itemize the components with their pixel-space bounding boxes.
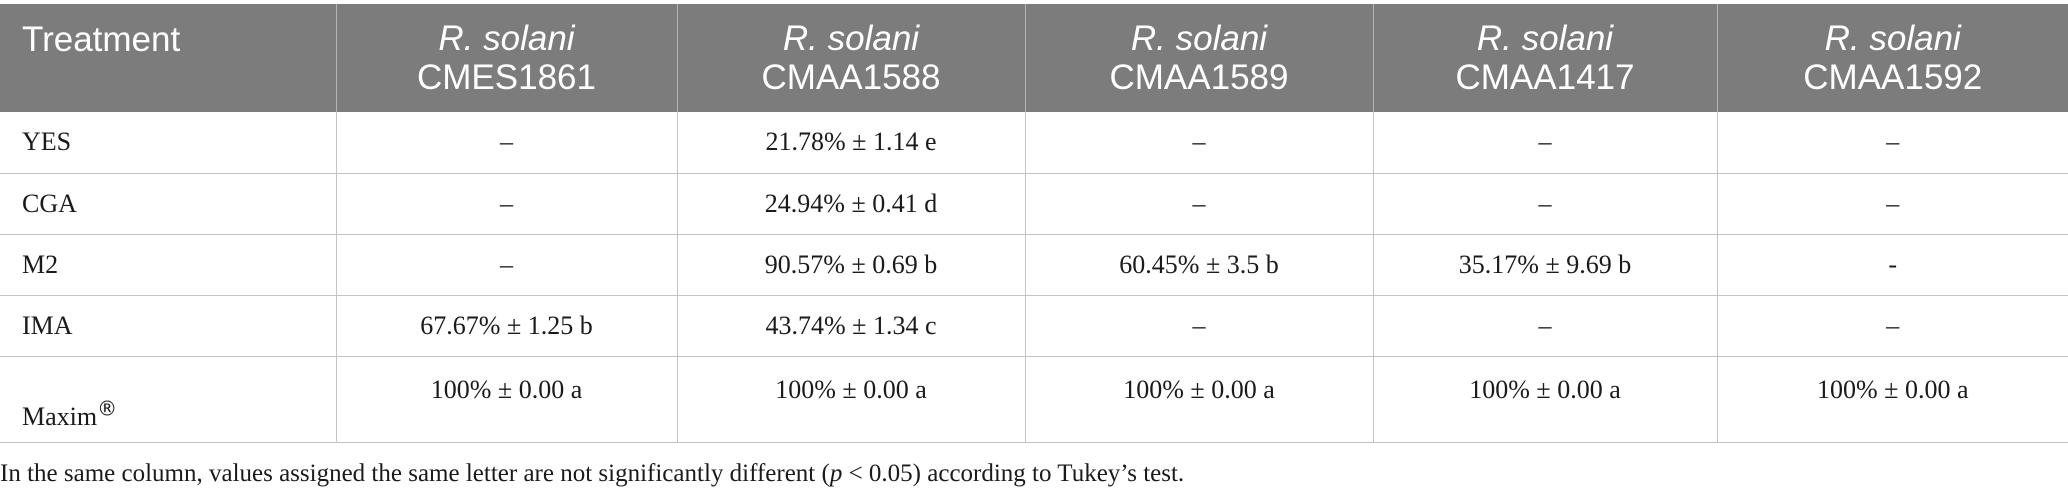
header-treatment: Treatment xyxy=(0,4,337,112)
row-treatment: M2 xyxy=(0,234,337,296)
table-cell: 35.17% ± 9.69 b xyxy=(1373,234,1718,296)
footnote-text-before: In the same column, values assigned the … xyxy=(0,460,830,487)
table-cell: 21.78% ± 1.14 e xyxy=(677,112,1026,174)
table-cell: 100% ± 0.00 a xyxy=(1373,356,1718,443)
header-species: R. solani xyxy=(1130,19,1268,58)
header-species: R. solani xyxy=(782,19,920,58)
header-cmaa1592: R. solani CMAA1592 xyxy=(1717,4,2068,112)
header-species: R. solani xyxy=(1476,19,1614,58)
table-cell: – xyxy=(1025,173,1374,235)
table-cell: 100% ± 0.00 a xyxy=(1717,356,2068,443)
table-cell: – xyxy=(1717,112,2068,174)
header-species: R. solani xyxy=(438,19,575,58)
results-table: Treatment R. solani CMES1861 R. solani C… xyxy=(0,4,2068,443)
table-row: M2 – 90.57% ± 0.69 b 60.45% ± 3.5 b 35.1… xyxy=(0,234,2068,296)
table-cell: 24.94% ± 0.41 d xyxy=(677,173,1026,235)
table-row: Maxim® 100% ± 0.00 a 100% ± 0.00 a 100% … xyxy=(0,356,2068,443)
table-cell: – xyxy=(1717,295,2068,357)
footnote-p-symbol: p xyxy=(829,460,843,487)
table-cell: - xyxy=(1717,234,2068,296)
row-treatment: CGA xyxy=(0,173,337,235)
table-footnote: In the same column, values assigned the … xyxy=(0,460,1184,488)
table-cell: – xyxy=(336,112,678,174)
table-cell: – xyxy=(1025,112,1374,174)
table-cell: 100% ± 0.00 a xyxy=(336,356,678,443)
table-cell: – xyxy=(1373,173,1718,235)
treatment-name: Maxim xyxy=(22,401,98,431)
header-cmaa1588: R. solani CMAA1588 xyxy=(677,4,1026,112)
table-cell: 100% ± 0.00 a xyxy=(677,356,1026,443)
row-treatment: IMA xyxy=(0,295,337,357)
table-row: IMA 67.67% ± 1.25 b 43.74% ± 1.34 c – – … xyxy=(0,295,2068,357)
header-strain: CMAA1592 xyxy=(1803,58,1983,97)
header-strain: CMAA1417 xyxy=(1455,58,1635,97)
header-strain: CMAA1589 xyxy=(1109,58,1289,97)
header-species: R. solani xyxy=(1824,19,1961,58)
table-cell: 67.67% ± 1.25 b xyxy=(336,295,678,357)
table-cell: 43.74% ± 1.34 c xyxy=(677,295,1026,357)
row-treatment: Maxim® xyxy=(0,356,337,443)
header-row: Treatment R. solani CMES1861 R. solani C… xyxy=(0,4,2068,112)
table-cell: 100% ± 0.00 a xyxy=(1025,356,1374,443)
registered-mark: ® xyxy=(97,395,118,420)
header-strain: CMES1861 xyxy=(417,58,596,97)
table-cell: – xyxy=(1025,295,1374,357)
table-cell: – xyxy=(336,173,678,235)
table-cell: 90.57% ± 0.69 b xyxy=(677,234,1026,296)
header-strain: CMAA1588 xyxy=(761,58,941,97)
table-cell: 60.45% ± 3.5 b xyxy=(1025,234,1374,296)
header-cmaa1417: R. solani CMAA1417 xyxy=(1373,4,1718,112)
row-treatment: YES xyxy=(0,112,337,174)
table-cell: – xyxy=(1373,295,1718,357)
table-cell: – xyxy=(1373,112,1718,174)
table-cell: – xyxy=(1717,173,2068,235)
table-cell: – xyxy=(336,234,678,296)
header-cmaa1589: R. solani CMAA1589 xyxy=(1025,4,1374,112)
table-row: YES – 21.78% ± 1.14 e – – – xyxy=(0,112,2068,174)
header-cmes1861: R. solani CMES1861 xyxy=(336,4,678,112)
footnote-text-after: < 0.05) according to Tukey’s test. xyxy=(842,460,1185,487)
table-row: CGA – 24.94% ± 0.41 d – – – xyxy=(0,173,2068,235)
